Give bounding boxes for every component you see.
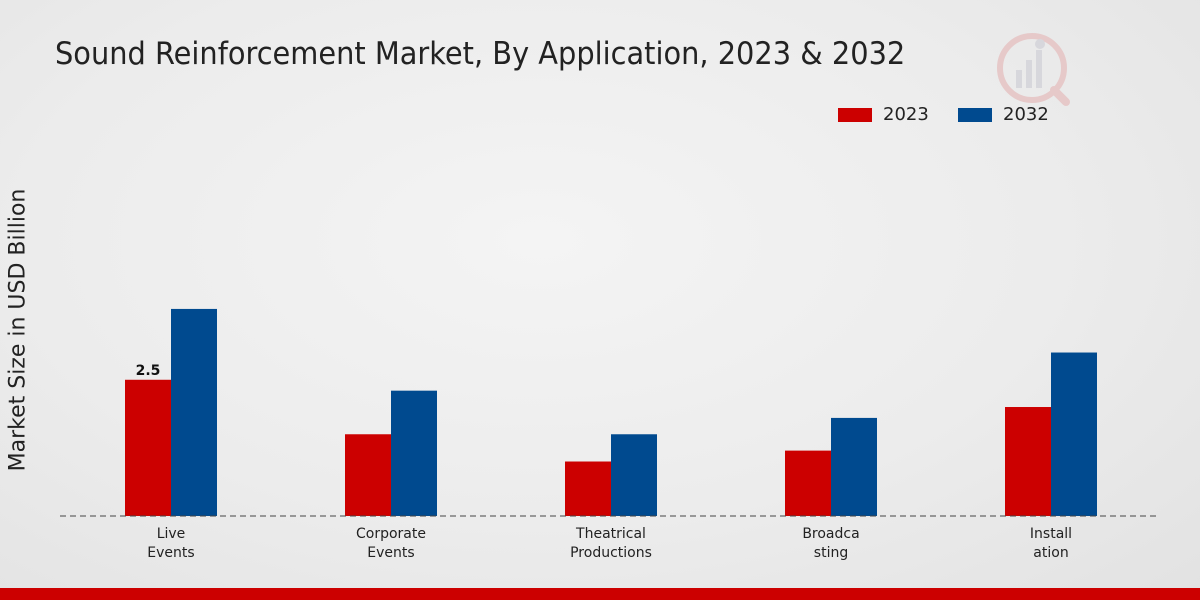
bar-2032-4 bbox=[1051, 352, 1097, 516]
bottom-accent-bar bbox=[0, 588, 1200, 600]
legend-swatch-2032 bbox=[958, 107, 992, 122]
bar-2023-3 bbox=[785, 450, 831, 516]
bar-2032-1 bbox=[391, 390, 437, 516]
bar-2023-1 bbox=[345, 434, 391, 516]
legend-item-2023: 2023 bbox=[838, 104, 929, 125]
legend-label-2032: 2032 bbox=[1003, 104, 1049, 125]
x-tick-label-2-1: Productions bbox=[570, 545, 652, 561]
x-tick-label-0-0: Live bbox=[157, 526, 186, 542]
x-tick-label-1-1: Events bbox=[367, 545, 414, 561]
chart-title: Sound Reinforcement Market, By Applicati… bbox=[55, 36, 906, 72]
x-tick-label-1-0: Corporate bbox=[356, 526, 426, 542]
bar-2023-0 bbox=[125, 379, 171, 516]
x-tick-label-0-1: Events bbox=[147, 545, 194, 561]
bar-2032-0 bbox=[171, 308, 217, 516]
watermark-logo-icon bbox=[997, 33, 1070, 106]
legend-swatch-2023 bbox=[838, 107, 872, 122]
x-tick-label-3-1: sting bbox=[814, 545, 848, 561]
bar-2032-2 bbox=[611, 434, 657, 516]
bar-2023-2 bbox=[565, 461, 611, 516]
legend-label-2023: 2023 bbox=[883, 104, 929, 125]
bar-2032-3 bbox=[831, 417, 877, 516]
x-tick-label-2-0: Theatrical bbox=[575, 526, 646, 542]
legend-item-2032: 2032 bbox=[958, 104, 1049, 125]
data-label-0: 2.5 bbox=[136, 363, 161, 379]
x-tick-label-4-0: Install bbox=[1030, 526, 1072, 542]
x-tick-label-4-1: ation bbox=[1033, 545, 1068, 561]
x-tick-label-3-0: Broadca bbox=[802, 526, 859, 542]
bar-2023-4 bbox=[1005, 407, 1051, 516]
